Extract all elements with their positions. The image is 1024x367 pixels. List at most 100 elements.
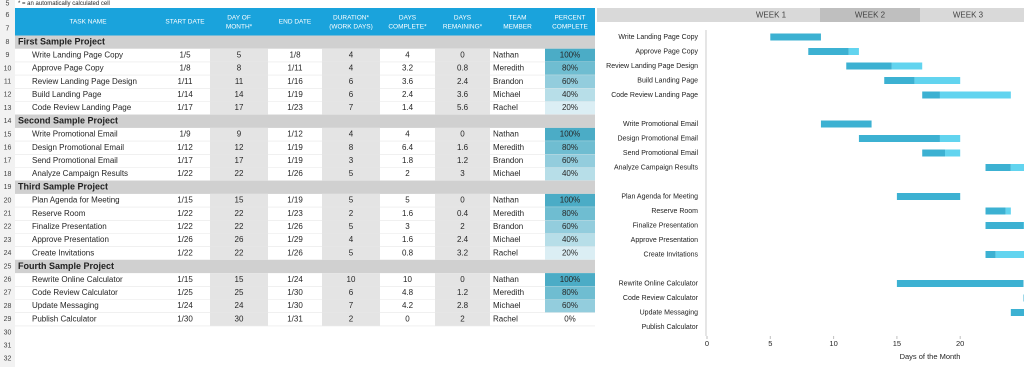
bar-complete [820, 120, 872, 128]
gantt-task-label: Plan Agenda for Meeting [621, 193, 698, 200]
cell-bg [210, 273, 268, 287]
table-cell: 1.8 [402, 156, 414, 165]
table-cell: 9 [237, 130, 242, 139]
row-number: 28 [4, 303, 12, 310]
bar-complete [858, 135, 940, 142]
table-cell: 1/19 [287, 143, 303, 152]
cell-bg [435, 299, 490, 313]
table-cell: 100% [560, 50, 580, 59]
table-cell: 3.2 [402, 64, 414, 73]
task-name: Plan Agenda for Meeting [32, 196, 120, 205]
table-cell: 1.2 [457, 288, 469, 297]
row-number: 25 [4, 263, 12, 270]
gantt-task-label: Design Promotional Email [617, 135, 698, 142]
table-cell: Nathan [493, 130, 519, 139]
table-cell: 22 [235, 222, 244, 231]
cell-bg [210, 154, 268, 168]
table-cell: 1/12 [287, 130, 303, 139]
cell-bg [435, 273, 490, 287]
table-cell: 0.8 [402, 248, 414, 257]
table-cell: Michael [493, 301, 521, 310]
cell-bg [210, 193, 268, 208]
cell-bg [322, 167, 380, 181]
bar-complete [985, 207, 1006, 215]
table-cell: 40% [562, 169, 578, 178]
gantt-task-label: Finalize Presentation [633, 222, 698, 229]
table-cell: 1/14 [177, 90, 193, 99]
table-cell: 0 [460, 196, 465, 205]
table-cell: Nathan [493, 275, 519, 284]
gantt-task-label: Write Promotional Email [623, 121, 698, 128]
gantt-task-label: Update Messaging [640, 309, 698, 316]
table-cell: 4 [349, 130, 354, 139]
cell-bg [322, 154, 380, 168]
percent-cell-bg [545, 207, 595, 221]
row-number: 26 [4, 277, 12, 284]
table-cell: 2.8 [457, 301, 469, 310]
table-cell: 3.6 [402, 77, 414, 86]
cell-bg [210, 299, 268, 313]
table-cell: 1/25 [177, 288, 193, 297]
table-cell: 40% [562, 90, 578, 99]
task-name: Write Promotional Email [32, 130, 118, 139]
bar-complete [985, 164, 1011, 171]
bar-complete [884, 77, 915, 84]
table-cell: 1/26 [287, 169, 303, 178]
column-header: DAY OF MONTH* [226, 14, 253, 30]
table-cell: Brandon [493, 156, 523, 165]
table-cell: Michael [493, 90, 521, 99]
table-cell: 10 [403, 275, 412, 284]
table-cell: 1/5 [179, 50, 191, 59]
bar-remaining [995, 251, 1024, 258]
task-name: Create Invitations [32, 248, 94, 257]
column-header: DURATION* (WORK DAYS) [329, 14, 373, 30]
cell-bg [322, 141, 380, 155]
table-cell: Meredith [493, 64, 524, 73]
note: * = an automatically calculated cell [18, 1, 110, 7]
row-number: 5 [6, 0, 10, 7]
cell-bg [435, 141, 490, 155]
table-cell: Michael [493, 169, 521, 178]
percent-cell-bg [545, 61, 595, 76]
bar-complete [922, 149, 946, 157]
bar-remaining [848, 48, 859, 55]
cell-bg [435, 61, 490, 76]
percent-cell-bg [545, 273, 595, 287]
table-cell: 2.4 [457, 77, 469, 86]
table-cell: Meredith [493, 143, 524, 152]
row-number: 32 [4, 356, 12, 363]
column-header: END DATE [279, 19, 312, 26]
section-title: First Sample Project [18, 36, 105, 46]
x-tick-label: 15 [893, 339, 901, 348]
table-cell: 12 [235, 143, 244, 152]
table-cell: 1/19 [287, 196, 303, 205]
bar-complete [770, 33, 821, 41]
bar-remaining [1010, 164, 1024, 171]
table-cell: 1/16 [287, 77, 303, 86]
gantt-task-label: Approve Page Copy [635, 48, 698, 55]
table-cell: 0 [460, 50, 465, 59]
percent-cell-bg [545, 193, 595, 208]
row-number: 9 [6, 52, 10, 59]
table-cell: 100% [560, 196, 580, 205]
row-number: 30 [4, 329, 12, 336]
section-row [15, 114, 595, 128]
table-cell: 1/26 [287, 222, 303, 231]
cell-bg [210, 75, 268, 89]
gantt-task-label: Review Landing Page Design [606, 63, 698, 70]
column-header: DAYS COMPLETE* [388, 14, 427, 30]
row-number: 6 [6, 12, 10, 19]
table-cell: 4.8 [402, 288, 414, 297]
cell-bg [210, 61, 268, 76]
table-cell: 20% [562, 248, 578, 257]
gantt-task-label: Analyze Campaign Results [614, 164, 699, 171]
table-cell: 1/17 [177, 103, 193, 112]
row-number: 27 [4, 290, 12, 297]
table-cell: 8 [349, 143, 354, 152]
table-cell: 2 [405, 169, 410, 178]
gantt-task-label: Code Review Calculator [623, 295, 699, 302]
table-cell: 1/11 [288, 64, 304, 73]
bar-complete [846, 62, 892, 70]
cell-bg [322, 246, 380, 260]
task-name: Publish Calculator [32, 314, 97, 323]
